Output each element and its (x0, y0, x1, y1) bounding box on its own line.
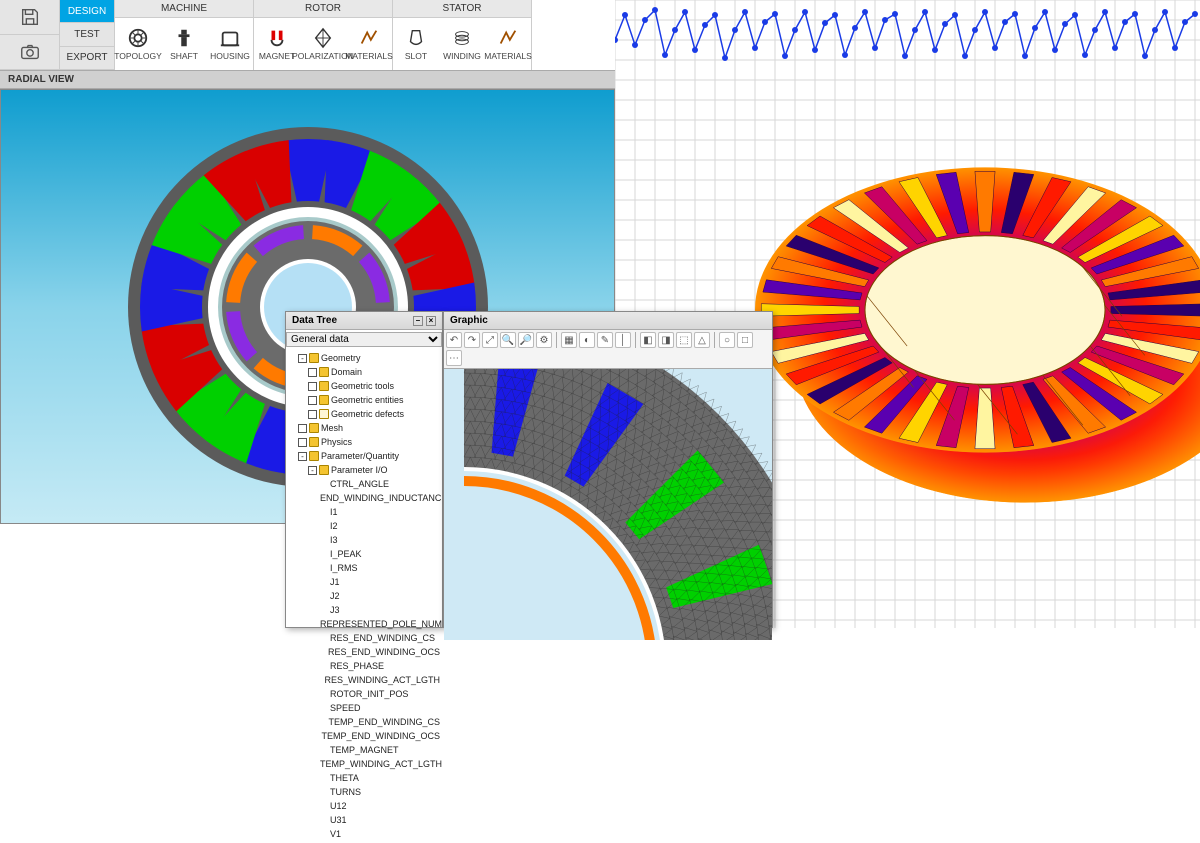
gfx-tool-14[interactable]: ○ (719, 332, 735, 348)
ribbon-group-stator: STATOR SLOTWINDINGMATERIALS (393, 0, 532, 70)
radial-view-header: RADIAL VIEW (0, 70, 615, 89)
tree-leaf[interactable]: V1 (288, 827, 440, 841)
tree-node[interactable]: Physics (288, 435, 440, 449)
data-tree-panel: Data Tree – × General data -Geometry Dom… (285, 311, 443, 628)
tree-leaf[interactable]: J2 (288, 589, 440, 603)
tree-scope-select[interactable]: General data (286, 332, 442, 347)
mode-design[interactable]: DESIGN (60, 0, 115, 23)
tree-leaf[interactable]: TEMP_END_WINDING_CS (288, 715, 440, 729)
tree-leaf[interactable]: J3 (288, 603, 440, 617)
ribbon-group-title: MACHINE (115, 0, 253, 18)
mode-column: DESIGN TEST EXPORT (60, 0, 115, 70)
ribbon-group-rotor: ROTOR MAGNETPOLARIZATIONMATERIALS (254, 0, 393, 70)
tree-node[interactable]: Domain (288, 365, 440, 379)
ribbon-item-slot[interactable]: SLOT (393, 18, 439, 70)
tree-leaf[interactable]: ROTOR_INIT_POS (288, 687, 440, 701)
ribbon-group-machine: MACHINE TOPOLOGYSHAFTHOUSING (115, 0, 254, 70)
gfx-tool-15[interactable]: □ (737, 332, 753, 348)
tree-leaf[interactable]: J1 (288, 575, 440, 589)
graphic-toolbar: ↶↷⤢🔍🔎⚙ ▦◐✎│ ◧◨⬚△ ○□ ⋯ (444, 330, 772, 369)
tree-leaf[interactable]: RES_PHASE (288, 659, 440, 673)
tree-leaf[interactable]: I_RMS (288, 561, 440, 575)
tree-leaf[interactable]: U31 (288, 813, 440, 827)
tree-node[interactable]: -Parameter I/O (288, 463, 440, 477)
tree-leaf[interactable]: CTRL_ANGLE (288, 477, 440, 491)
tree-leaf[interactable]: RES_END_WINDING_CS (288, 631, 440, 645)
mode-test[interactable]: TEST (60, 23, 115, 46)
tree-node[interactable]: -Parameter/Quantity (288, 449, 440, 463)
graphic-title: Graphic (444, 312, 772, 330)
gfx-tool-9[interactable]: │ (615, 332, 631, 348)
gfx-tool-4[interactable]: 🔎 (518, 332, 534, 348)
tree-leaf[interactable]: I1 (288, 505, 440, 519)
gfx-tool-13[interactable]: △ (694, 332, 710, 348)
ribbon-item-housing[interactable]: HOUSING (207, 18, 253, 70)
ribbon-group-title: STATOR (393, 0, 531, 18)
close-icon[interactable]: × (426, 316, 436, 326)
tree-leaf[interactable]: END_WINDING_INDUCTANCE (288, 491, 440, 505)
tree-leaf[interactable]: I3 (288, 533, 440, 547)
tree-body[interactable]: -Geometry Domain Geometric tools Geometr… (286, 349, 442, 843)
ribbon-item-winding[interactable]: WINDING (439, 18, 485, 70)
tree-node[interactable]: Geometric defects (288, 407, 440, 421)
tree-leaf[interactable]: TEMP_WINDING_ACT_LGTH (288, 757, 440, 771)
gfx-tool-1[interactable]: ↷ (464, 332, 480, 348)
minimize-icon[interactable]: – (413, 316, 423, 326)
gfx-tool-3[interactable]: 🔍 (500, 332, 516, 348)
tree-leaf[interactable]: I_PEAK (288, 547, 440, 561)
gfx-tool-6[interactable]: ▦ (561, 332, 577, 348)
gfx-tool-12[interactable]: ⬚ (676, 332, 692, 348)
gfx-tool-0[interactable]: ↶ (446, 332, 462, 348)
tree-node[interactable]: Geometric tools (288, 379, 440, 393)
tree-leaf[interactable]: TEMP_END_WINDING_OCS (288, 729, 440, 743)
screenshot-button[interactable] (0, 35, 60, 70)
tree-leaf[interactable]: THETA (288, 771, 440, 785)
tree-leaf[interactable]: TURNS (288, 785, 440, 799)
data-tree-title: Data Tree – × (286, 312, 442, 330)
data-tree-title-text: Data Tree (292, 315, 337, 326)
gfx-tool-11[interactable]: ◨ (658, 332, 674, 348)
graphic-panel: Graphic ↶↷⤢🔍🔎⚙ ▦◐✎│ ◧◨⬚△ ○□ ⋯ (443, 311, 773, 628)
ribbon-item-materials[interactable]: MATERIALS (346, 18, 392, 70)
gfx-tool-16[interactable]: ⋯ (446, 350, 462, 366)
tree-node[interactable]: Geometric entities (288, 393, 440, 407)
graphic-title-text: Graphic (450, 315, 488, 326)
ribbon-item-polarization[interactable]: POLARIZATION (300, 18, 346, 70)
tree-node[interactable]: Mesh (288, 421, 440, 435)
ribbon-item-materials2[interactable]: MATERIALS (485, 18, 531, 70)
gfx-tool-2[interactable]: ⤢ (482, 332, 498, 348)
file-column (0, 0, 60, 70)
tree-leaf[interactable]: SPEED (288, 701, 440, 715)
tree-leaf[interactable]: U12 (288, 799, 440, 813)
tree-leaf[interactable]: RES_WINDING_ACT_LGTH (288, 673, 440, 687)
tree-leaf[interactable]: REPRESENTED_POLE_NUMBER (288, 617, 440, 631)
ribbon-group-title: ROTOR (254, 0, 392, 18)
ribbon-item-topology[interactable]: TOPOLOGY (115, 18, 161, 70)
graphic-canvas[interactable] (444, 369, 772, 640)
gfx-tool-5[interactable]: ⚙ (536, 332, 552, 348)
gfx-tool-8[interactable]: ✎ (597, 332, 613, 348)
tree-leaf[interactable]: RES_END_WINDING_OCS (288, 645, 440, 659)
tree-leaf[interactable]: I2 (288, 519, 440, 533)
ribbon-item-magnet[interactable]: MAGNET (254, 18, 300, 70)
tree-leaf[interactable]: TEMP_MAGNET (288, 743, 440, 757)
mode-export[interactable]: EXPORT (60, 47, 115, 70)
gfx-tool-10[interactable]: ◧ (640, 332, 656, 348)
gfx-tool-7[interactable]: ◐ (579, 332, 595, 348)
ribbon: DESIGN TEST EXPORT MACHINE TOPOLOGYSHAFT… (0, 0, 615, 70)
save-button[interactable] (0, 0, 60, 35)
tree-node[interactable]: -Geometry (288, 351, 440, 365)
ribbon-item-shaft[interactable]: SHAFT (161, 18, 207, 70)
